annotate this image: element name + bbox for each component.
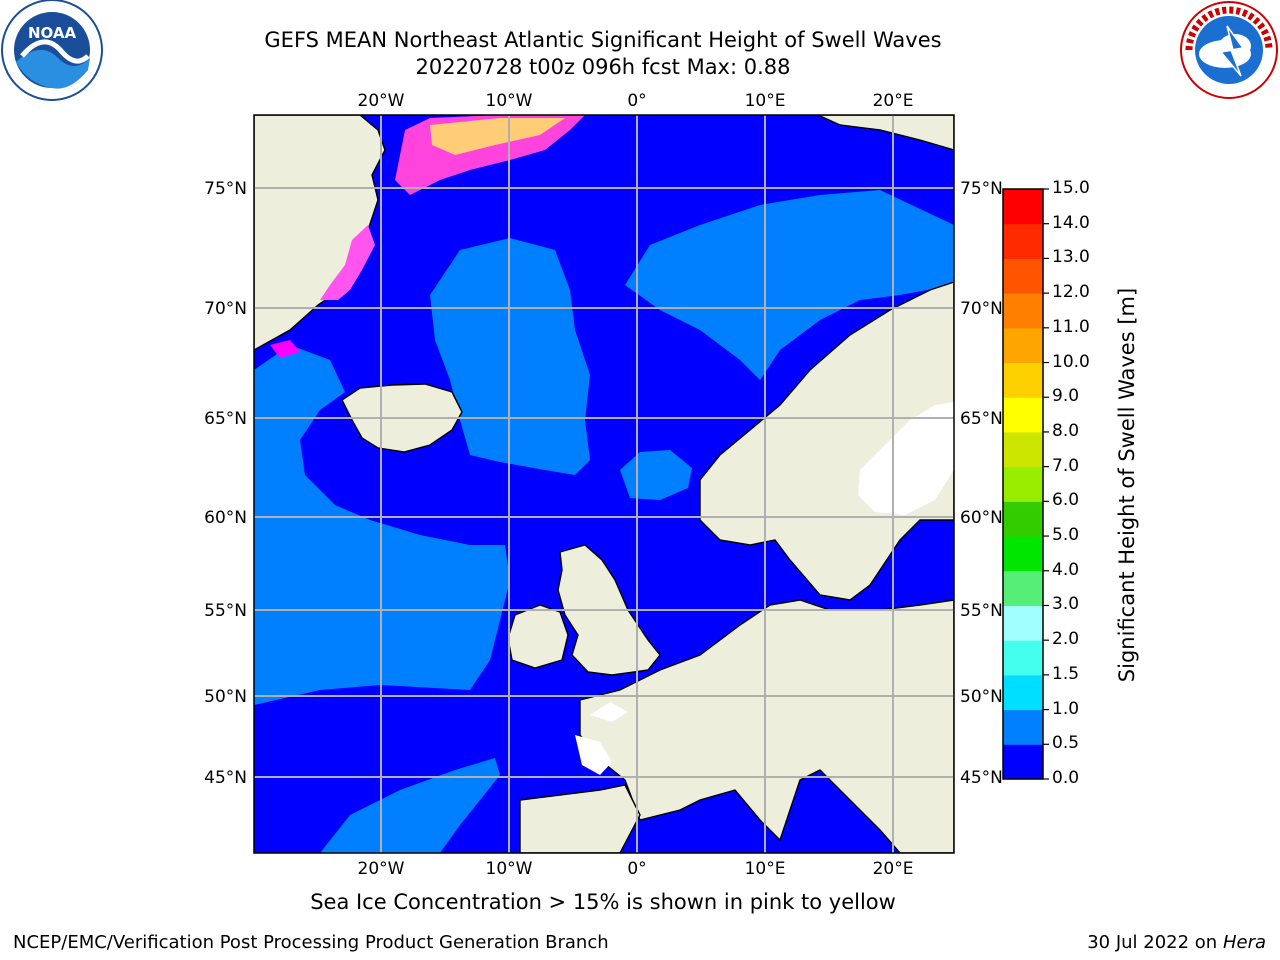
- colorbar-tick-label: 9.0: [1052, 386, 1080, 407]
- lon-label: 20°W: [358, 91, 405, 111]
- colorbar-segment: [1003, 466, 1043, 502]
- credit-date-text: 30 Jul 2022 on: [1087, 932, 1223, 953]
- lat-labels-right: 75°N 70°N 65°N 60°N 55°N 50°N 45°N: [960, 179, 1003, 788]
- scandinavia: [699, 281, 954, 601]
- lon-label: 10°W: [486, 859, 533, 879]
- lat-label: 75°N: [960, 179, 1003, 199]
- lon-labels-top: 20°W 10°W 0° 10°E 20°E: [358, 91, 914, 111]
- lat-label: 60°N: [204, 508, 247, 528]
- colorbar-tick-label: 0.0: [1052, 768, 1080, 788]
- graticule: [254, 115, 954, 853]
- colorbar-segment: [1003, 431, 1043, 468]
- colorbar-tick-label: 8.0: [1052, 420, 1080, 441]
- colorbar-segment: [1003, 293, 1043, 329]
- colorbar-segment: [1003, 640, 1043, 676]
- lat-label: 70°N: [204, 299, 247, 319]
- lat-label: 45°N: [960, 768, 1003, 788]
- colorbar-tick-label: 1.0: [1052, 698, 1080, 719]
- colorbar-segment: [1003, 258, 1043, 294]
- lon-labels-bottom: 20°W 10°W 0° 10°E 20°E: [358, 859, 914, 879]
- lon-label: 10°E: [745, 91, 786, 111]
- lat-label: 65°N: [204, 409, 247, 429]
- colorbar-tick-label: 0.5: [1052, 733, 1080, 754]
- credit-system: Hera: [1222, 932, 1266, 953]
- colorbar-tick-label: 10.0: [1052, 351, 1090, 372]
- lat-label: 75°N: [204, 179, 247, 199]
- credit-date: 30 Jul 2022 on Hera: [1087, 932, 1266, 953]
- colorbar-tick-label: 11.0: [1052, 316, 1090, 337]
- no-data-areas: [575, 402, 954, 775]
- colorbar-segment: [1003, 189, 1043, 225]
- lat-label: 60°N: [960, 508, 1003, 528]
- colorbar-tick-label: 15.0: [1052, 178, 1090, 198]
- colorbar-tick-label: 5.0: [1052, 525, 1080, 546]
- colorbar-tick-label: 7.0: [1052, 455, 1080, 476]
- colorbar-segment: [1003, 536, 1043, 572]
- colorbar-segment: [1003, 223, 1043, 259]
- chart-subtitle: 20220728 t00z 096h fcst Max: 0.88: [415, 55, 791, 79]
- lat-label: 70°N: [960, 299, 1003, 319]
- iberia: [519, 784, 641, 853]
- lon-label: 20°E: [873, 859, 914, 879]
- svalbard: [817, 115, 954, 151]
- lon-label: 10°W: [486, 91, 533, 111]
- continental-europe: [579, 599, 954, 853]
- colorbar-segment: [1003, 397, 1043, 433]
- chart-title: GEFS MEAN Northeast Atlantic Significant…: [264, 28, 942, 52]
- colorbar-segment: [1003, 327, 1043, 364]
- lat-labels-left: 75°N 70°N 65°N 60°N 55°N 50°N 45°N: [204, 179, 247, 788]
- colorbar: [1003, 188, 1049, 780]
- colorbar-segment: [1003, 501, 1043, 537]
- colorbar-segment: [1003, 709, 1043, 745]
- sea-ice: [270, 115, 585, 358]
- colorbar-tick-label: 4.0: [1052, 559, 1080, 580]
- noaa-logo: NOAA: [1, 0, 103, 101]
- colorbar-segment: [1003, 674, 1043, 711]
- nws-logo: [1180, 1, 1278, 99]
- credit-branch: NCEP/EMC/Verification Post Processing Pr…: [13, 932, 609, 953]
- lon-label: 0°: [627, 859, 646, 879]
- lon-label: 0°: [627, 91, 646, 111]
- noaa-logo-text: NOAA: [28, 24, 77, 42]
- lat-label: 45°N: [204, 768, 247, 788]
- colorbar-tick-label: 1.5: [1052, 663, 1080, 684]
- lon-label: 20°W: [358, 859, 405, 879]
- sea-ice-note: Sea Ice Concentration > 15% is shown in …: [310, 890, 896, 914]
- colorbar-segment: [1003, 362, 1043, 398]
- lat-label: 65°N: [960, 409, 1003, 429]
- colorbar-tick-label: 3.0: [1052, 594, 1080, 615]
- ireland: [507, 604, 569, 669]
- colorbar-tick-label: 13.0: [1052, 247, 1090, 268]
- lat-label: 50°N: [960, 687, 1003, 707]
- lon-label: 10°E: [745, 859, 786, 879]
- map-frame: [253, 114, 955, 854]
- colorbar-tick-label: 2.0: [1052, 629, 1080, 650]
- lat-label: 55°N: [204, 601, 247, 621]
- colorbar-segment: [1003, 570, 1043, 606]
- lat-label: 50°N: [204, 687, 247, 707]
- lat-label: 55°N: [960, 601, 1003, 621]
- colorbar-frame: [1002, 188, 1044, 780]
- colorbar-tick-label: 12.0: [1052, 282, 1090, 303]
- colorbar-segment: [1003, 605, 1043, 641]
- colorbar-tick-label: 14.0: [1052, 212, 1090, 233]
- colorbar-segment: [1003, 744, 1043, 780]
- lon-label: 20°E: [873, 91, 914, 111]
- colorbar-tick-label: 6.0: [1052, 490, 1080, 511]
